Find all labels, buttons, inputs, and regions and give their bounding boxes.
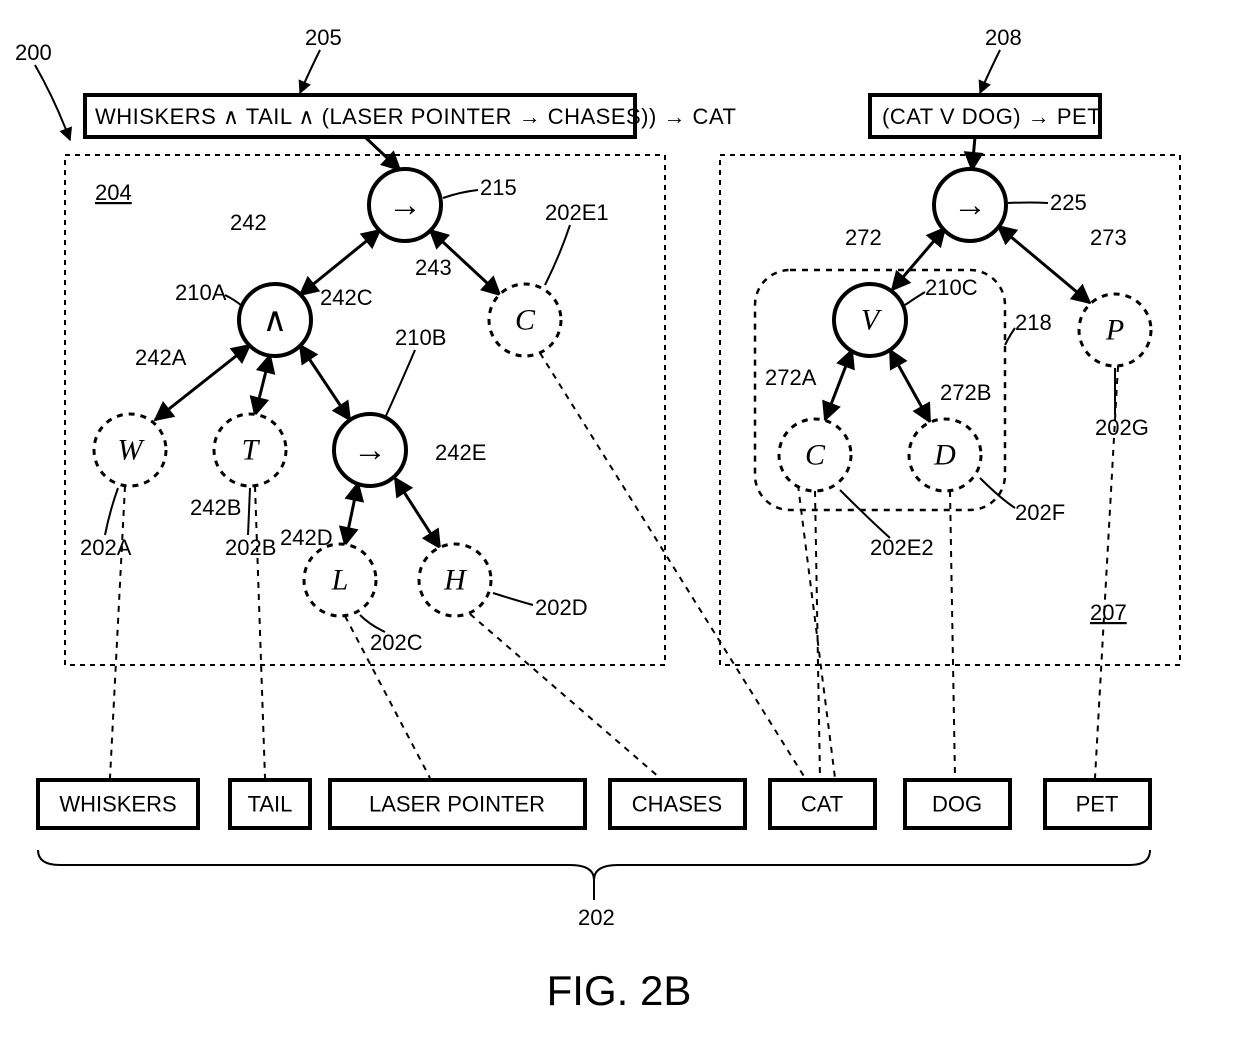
ref-205: 205 bbox=[305, 25, 342, 50]
node-L-sym: L bbox=[331, 564, 349, 597]
edge-242D bbox=[345, 483, 358, 545]
rule-to-225 bbox=[972, 137, 975, 170]
ref-202D: 202D bbox=[535, 595, 588, 620]
ref-210A: 210A bbox=[175, 280, 227, 305]
ref-272B: 272B bbox=[940, 380, 991, 405]
rule-text-right: (CAT V DOG) → PET bbox=[882, 104, 1101, 129]
dash-C1 bbox=[540, 353, 805, 778]
concept-cat-text: CAT bbox=[801, 792, 843, 817]
edge-272B bbox=[890, 350, 930, 422]
ref-272: 272 bbox=[845, 225, 882, 250]
concepts-row: WHISKERS TAIL LASER POINTER CHASES CAT D… bbox=[38, 780, 1150, 828]
ref-243: 243 bbox=[415, 255, 452, 280]
ref-208: 208 bbox=[985, 25, 1022, 50]
figure-label: FIG. 2B bbox=[547, 967, 692, 1014]
lead-208 bbox=[980, 50, 1000, 93]
lead-202E2 bbox=[840, 490, 890, 538]
brace-202 bbox=[38, 850, 1150, 880]
ref-242A: 242A bbox=[135, 345, 187, 370]
dash-T bbox=[255, 486, 265, 778]
ref-202C: 202C bbox=[370, 630, 423, 655]
ref-202E1: 202E1 bbox=[545, 200, 609, 225]
concept-dog-text: DOG bbox=[932, 792, 982, 817]
ref-215: 215 bbox=[480, 175, 517, 200]
lead-225 bbox=[1008, 203, 1048, 204]
rule-text-left: WHISKERS ∧ TAIL ∧ (LASER POINTER → CHASE… bbox=[95, 104, 736, 129]
edge-272A bbox=[825, 350, 852, 420]
lead-210B bbox=[385, 350, 415, 418]
node-W-sym: W bbox=[118, 434, 146, 467]
concept-chases-text: CHASES bbox=[632, 792, 722, 817]
lead-202D bbox=[493, 593, 533, 605]
ref-200: 200 bbox=[15, 40, 52, 65]
node-P-sym: P bbox=[1105, 314, 1124, 347]
ref-242C: 242C bbox=[320, 285, 373, 310]
node-C2-sym: C bbox=[805, 439, 826, 472]
ref-242B: 242B bbox=[190, 495, 241, 520]
edge-242E bbox=[395, 478, 440, 548]
ref-225: 225 bbox=[1050, 190, 1087, 215]
dash-W bbox=[110, 486, 125, 778]
ref-242E: 242E bbox=[435, 440, 486, 465]
dash-C2 bbox=[815, 491, 820, 778]
ref-202E2: 202E2 bbox=[870, 535, 934, 560]
ref-242D: 242D bbox=[280, 525, 333, 550]
edge-273 bbox=[998, 226, 1090, 303]
ref-204: 204 bbox=[95, 180, 132, 205]
ref-202: 202 bbox=[578, 905, 615, 930]
figure-2b: 200 205 208 WHISKERS ∧ TAIL ∧ (LASER POI… bbox=[0, 0, 1239, 1046]
ref-202A: 202A bbox=[80, 535, 132, 560]
ref-202G: 202G bbox=[1095, 415, 1149, 440]
concept-laser-text: LASER POINTER bbox=[369, 792, 545, 817]
node-225-sym: → bbox=[953, 186, 987, 224]
edge-242C bbox=[300, 345, 350, 420]
edge-242B bbox=[255, 355, 270, 415]
lead-202E1 bbox=[545, 225, 570, 285]
dash-D bbox=[950, 491, 955, 778]
node-T-sym: T bbox=[242, 434, 261, 467]
lead-202B bbox=[248, 488, 250, 535]
lead-218 bbox=[1005, 328, 1015, 345]
ref-210B: 210B bbox=[395, 325, 446, 350]
ref-202B: 202B bbox=[225, 535, 276, 560]
concept-whiskers-text: WHISKERS bbox=[59, 792, 176, 817]
node-C1-sym: C bbox=[515, 304, 536, 337]
lead-200 bbox=[35, 65, 70, 140]
ref-218: 218 bbox=[1015, 310, 1052, 335]
node-H-sym: H bbox=[443, 564, 468, 597]
node-210B-sym: → bbox=[353, 431, 387, 469]
lead-215 bbox=[443, 190, 478, 198]
ref-242: 242 bbox=[230, 210, 267, 235]
ref-273: 273 bbox=[1090, 225, 1127, 250]
lead-210C bbox=[905, 292, 925, 305]
ref-210C: 210C bbox=[925, 275, 978, 300]
lead-202F bbox=[980, 478, 1015, 508]
dash-H bbox=[470, 614, 660, 778]
node-215-sym: → bbox=[388, 186, 422, 224]
ref-207: 207 bbox=[1090, 600, 1127, 625]
ref-272A: 272A bbox=[765, 365, 817, 390]
rule-to-215 bbox=[365, 137, 400, 170]
node-D-sym: D bbox=[933, 439, 956, 472]
lead-205 bbox=[300, 50, 320, 93]
concept-pet-text: PET bbox=[1076, 792, 1119, 817]
lead-210A bbox=[225, 295, 242, 306]
node-210A-sym: ∧ bbox=[263, 301, 288, 339]
ref-202F: 202F bbox=[1015, 500, 1065, 525]
lead-202A bbox=[105, 488, 118, 535]
concept-tail-text: TAIL bbox=[248, 792, 293, 817]
